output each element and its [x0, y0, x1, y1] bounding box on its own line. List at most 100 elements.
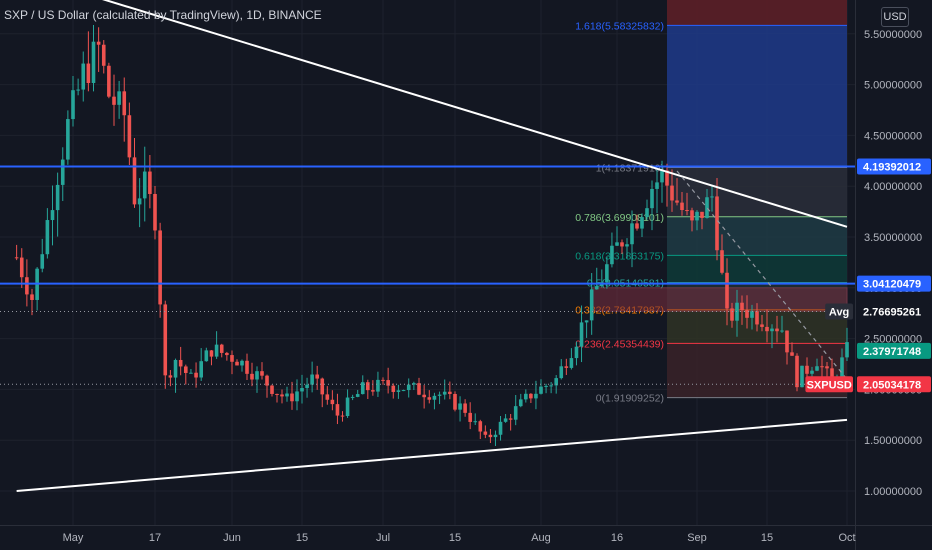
candle-body — [265, 375, 269, 386]
candle — [330, 390, 335, 411]
candle-body — [158, 230, 162, 305]
candle-body — [574, 346, 579, 359]
price-tag[interactable]: 2.37971748 — [857, 342, 931, 359]
candle-body — [765, 326, 769, 332]
candle-body — [137, 198, 142, 205]
price-tag[interactable]: 4.19392012 — [857, 158, 931, 175]
price-tag-badge: Avg — [829, 306, 849, 318]
candle-body — [665, 170, 669, 186]
candle-body — [840, 357, 844, 380]
candle — [199, 348, 203, 381]
candle — [250, 362, 254, 387]
candle-body — [468, 412, 472, 422]
candle — [483, 425, 488, 439]
candle-body — [785, 330, 789, 353]
fib-zone — [667, 255, 847, 283]
candle-body — [594, 286, 599, 290]
candle — [569, 348, 574, 370]
candle — [270, 384, 274, 397]
x-tick-label: May — [63, 532, 84, 544]
candle-body — [508, 418, 513, 420]
currency-button[interactable]: USD — [881, 7, 909, 27]
candle-body — [153, 193, 157, 231]
candle — [680, 192, 684, 216]
fib-level-label: 0.786(3.69908101) — [575, 212, 664, 224]
candle — [427, 390, 432, 404]
candle — [112, 74, 116, 126]
candle-body — [255, 371, 259, 380]
candle-body — [81, 63, 86, 90]
candle — [755, 303, 759, 332]
candle — [255, 366, 259, 393]
candle — [265, 374, 269, 398]
candle — [448, 381, 452, 400]
x-tick-label: Jul — [376, 532, 390, 544]
candle — [453, 391, 457, 412]
trendline[interactable] — [17, 0, 848, 228]
candle-body — [690, 210, 694, 221]
candle-body — [330, 399, 335, 405]
candle-body — [544, 385, 548, 387]
candle — [594, 267, 599, 290]
price-tag-bg — [857, 275, 931, 292]
candle-body — [800, 365, 804, 388]
candle — [76, 78, 80, 96]
candle — [240, 359, 244, 372]
candle — [765, 309, 769, 343]
candle — [544, 383, 548, 394]
candle-body — [655, 182, 659, 189]
price-tag-badge-bg — [825, 303, 853, 320]
candle — [640, 213, 644, 237]
candle-body — [86, 63, 91, 84]
candle-body — [76, 89, 80, 91]
candle — [473, 413, 478, 425]
candle-body — [720, 250, 724, 273]
candle-body — [830, 368, 834, 382]
candle — [355, 389, 360, 398]
candle — [45, 208, 50, 259]
candle-body — [620, 242, 624, 247]
resistance-zone-box[interactable] — [591, 287, 848, 312]
candle-body — [513, 406, 518, 420]
price-tag[interactable]: 3.04120479 — [857, 275, 931, 292]
candle — [320, 377, 325, 408]
candle-body — [350, 396, 355, 398]
candle — [675, 178, 679, 206]
candle-body — [725, 272, 729, 309]
candle — [325, 386, 330, 405]
candle-body — [184, 366, 188, 373]
candle-body — [406, 384, 411, 391]
dashed-projection-line[interactable] — [676, 170, 848, 380]
x-tick-label: 16 — [611, 532, 623, 544]
candle — [493, 430, 498, 446]
y-tick-label: 1.50000000 — [864, 435, 922, 447]
candle — [71, 75, 75, 127]
price-tag-label: 2.76695261 — [863, 306, 921, 318]
candle-body — [214, 344, 219, 357]
fib-zone — [667, 25, 847, 168]
candle-body — [219, 344, 224, 353]
candle — [14, 244, 19, 261]
candle — [55, 172, 60, 237]
y-tick-label: 4.50000000 — [864, 130, 922, 142]
candle — [700, 211, 704, 230]
candle-body — [427, 397, 432, 400]
candle-body — [245, 360, 249, 374]
candle — [785, 330, 789, 365]
price-tag[interactable]: 2.76695261 Avg — [825, 303, 931, 320]
candle — [468, 402, 472, 430]
candle-body — [695, 211, 699, 221]
candle — [225, 351, 229, 361]
candle — [615, 226, 619, 247]
trendline[interactable] — [16, 418, 848, 492]
fib-level-label: 0.236(2.45354439) — [575, 338, 664, 350]
price-tag[interactable]: 2.05034178 SXPUSD — [805, 376, 931, 393]
candle-body — [96, 41, 101, 45]
candle — [790, 342, 794, 356]
candle — [559, 359, 564, 380]
candle-body — [290, 393, 294, 402]
candle — [101, 40, 106, 74]
candle — [163, 300, 168, 389]
